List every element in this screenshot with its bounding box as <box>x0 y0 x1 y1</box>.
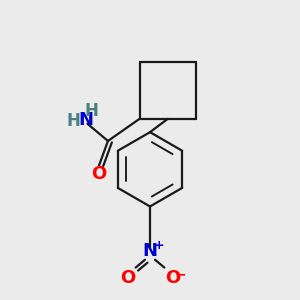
Text: O: O <box>165 269 180 287</box>
Text: −: − <box>175 267 187 281</box>
Text: O: O <box>91 165 106 183</box>
Text: +: + <box>154 239 164 252</box>
Text: N: N <box>142 242 158 260</box>
Text: H: H <box>66 112 80 130</box>
Text: O: O <box>120 269 135 287</box>
Text: H: H <box>84 102 98 120</box>
Text: N: N <box>79 111 94 129</box>
